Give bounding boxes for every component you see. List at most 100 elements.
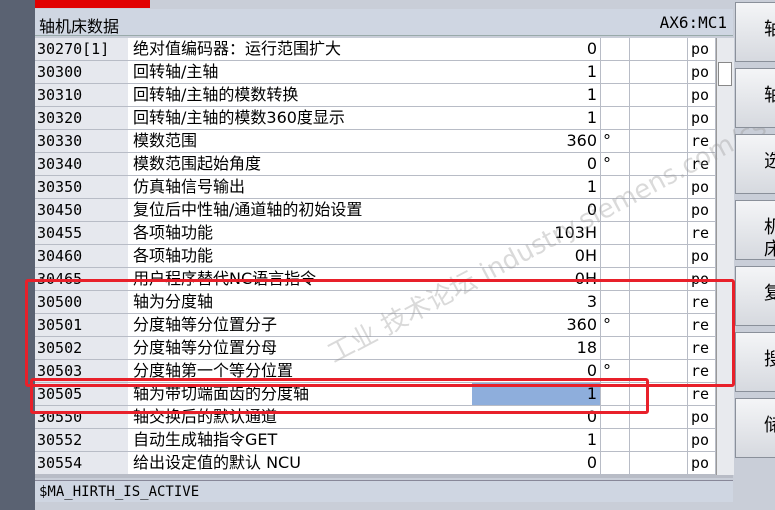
param-type: re bbox=[688, 360, 715, 382]
softkey[interactable]: 复 bbox=[735, 266, 775, 326]
param-id[interactable]: 30501 bbox=[35, 314, 129, 336]
blank bbox=[630, 176, 687, 198]
param-id[interactable]: 30350 bbox=[35, 176, 129, 198]
param-unit bbox=[601, 199, 629, 221]
param-value[interactable]: 3 bbox=[472, 291, 600, 313]
param-value[interactable]: 0 bbox=[472, 38, 600, 60]
param-name[interactable]: 绝对值编码器：运行范围扩大 bbox=[128, 38, 476, 60]
scrollbar[interactable] bbox=[716, 38, 734, 475]
highlight-box bbox=[30, 378, 649, 414]
blank bbox=[630, 84, 687, 106]
param-name[interactable]: 轴为分度轴 bbox=[128, 291, 476, 313]
blank bbox=[630, 130, 687, 152]
param-name[interactable]: 回转轴/主轴的模数360度显示 bbox=[128, 107, 476, 129]
param-id[interactable]: 30502 bbox=[35, 337, 129, 359]
param-id[interactable]: 30460 bbox=[35, 245, 129, 267]
param-id[interactable]: 30554 bbox=[35, 452, 129, 474]
param-unit: ° bbox=[601, 130, 629, 152]
param-id[interactable]: 30552 bbox=[35, 429, 129, 451]
blank bbox=[630, 107, 687, 129]
param-name[interactable]: 各项轴功能 bbox=[128, 222, 476, 244]
param-value[interactable]: 0 bbox=[472, 153, 600, 175]
softkey[interactable]: 机床 bbox=[735, 200, 775, 260]
param-value[interactable]: 0 bbox=[472, 360, 600, 382]
param-value[interactable]: 0 bbox=[472, 452, 600, 474]
param-value[interactable]: 18 bbox=[472, 337, 600, 359]
param-id[interactable]: 30455 bbox=[35, 222, 129, 244]
param-name[interactable]: 分度轴等分位置分母 bbox=[128, 337, 476, 359]
param-value[interactable]: 1 bbox=[472, 61, 600, 83]
param-value[interactable]: 1 bbox=[472, 107, 600, 129]
param-type: re bbox=[688, 291, 715, 313]
blank bbox=[630, 383, 687, 405]
param-name[interactable]: 轴为带切端面齿的分度轴 bbox=[128, 383, 476, 405]
param-id[interactable]: 30310 bbox=[35, 84, 129, 106]
param-name[interactable]: 自动生成轴指令GET bbox=[128, 429, 476, 451]
param-name[interactable]: 分度轴第一个等分位置 bbox=[128, 360, 476, 382]
param-value[interactable]: 1 bbox=[472, 84, 600, 106]
param-id[interactable]: 30450 bbox=[35, 199, 129, 221]
param-id[interactable]: 30270[1] bbox=[35, 38, 129, 60]
param-type: po bbox=[688, 84, 715, 106]
param-name[interactable]: 回转轴/主轴的模数转换 bbox=[128, 84, 476, 106]
param-id[interactable]: 30503 bbox=[35, 360, 129, 382]
param-value[interactable]: 1 bbox=[472, 383, 600, 405]
blank bbox=[630, 153, 687, 175]
blank bbox=[630, 360, 687, 382]
param-name[interactable]: 模数范围 bbox=[128, 130, 476, 152]
param-name[interactable]: 给出设定值的默认 NCU bbox=[128, 452, 476, 474]
param-id[interactable]: 30505 bbox=[35, 383, 129, 405]
param-name[interactable]: 仿真轴信号输出 bbox=[128, 176, 476, 198]
axis-label: AX6:MC1 bbox=[659, 13, 727, 32]
left-edge bbox=[0, 0, 35, 510]
param-type: po bbox=[688, 429, 715, 451]
blank bbox=[630, 429, 687, 451]
param-value[interactable]: 1 bbox=[472, 176, 600, 198]
param-unit bbox=[601, 337, 629, 359]
param-unit bbox=[601, 383, 629, 405]
param-value[interactable]: 360 bbox=[472, 130, 600, 152]
scroll-thumb[interactable] bbox=[718, 62, 732, 86]
param-unit bbox=[601, 245, 629, 267]
param-name[interactable]: 各项轴功能 bbox=[128, 245, 476, 267]
param-value[interactable]: 1 bbox=[472, 429, 600, 451]
blank bbox=[630, 337, 687, 359]
param-type: po bbox=[688, 452, 715, 474]
param-type: po bbox=[688, 406, 715, 428]
softkey[interactable]: 储 bbox=[735, 398, 775, 458]
param-unit bbox=[601, 84, 629, 106]
param-type: po bbox=[688, 61, 715, 83]
param-type: re bbox=[688, 383, 715, 405]
param-name[interactable]: 复位后中性轴/通道轴的初始设置 bbox=[128, 199, 476, 221]
param-name[interactable]: 分度轴等分位置分子 bbox=[128, 314, 476, 336]
param-unit bbox=[601, 61, 629, 83]
param-type: re bbox=[688, 153, 715, 175]
param-value[interactable]: 0H bbox=[472, 245, 600, 267]
softkey[interactable]: 选 bbox=[735, 134, 775, 194]
status-bar: $MA_HIRTH_IS_ACTIVE bbox=[35, 480, 733, 502]
param-name[interactable]: 模数范围起始角度 bbox=[128, 153, 476, 175]
param-unit bbox=[601, 222, 629, 244]
red-mark bbox=[35, 0, 150, 8]
softkey[interactable]: 轴 bbox=[735, 68, 775, 128]
param-type: po bbox=[688, 245, 715, 267]
param-unit bbox=[601, 38, 629, 60]
param-id[interactable]: 30340 bbox=[35, 153, 129, 175]
param-value[interactable]: 0 bbox=[472, 199, 600, 221]
param-value[interactable]: 360 bbox=[472, 314, 600, 336]
param-id[interactable]: 30320 bbox=[35, 107, 129, 129]
param-unit: ° bbox=[601, 314, 629, 336]
param-type: re bbox=[688, 130, 715, 152]
param-id[interactable]: 30330 bbox=[35, 130, 129, 152]
param-id[interactable]: 30500 bbox=[35, 291, 129, 313]
softkey[interactable]: 轴 bbox=[735, 2, 775, 62]
param-name[interactable]: 回转轴/主轴 bbox=[128, 61, 476, 83]
param-unit bbox=[601, 291, 629, 313]
table: 30270[1] 绝对值编码器：运行范围扩大 0 po 30300 回转轴/主轴 1 po 30… bbox=[35, 38, 733, 478]
param-id[interactable]: 30300 bbox=[35, 61, 129, 83]
param-unit bbox=[601, 429, 629, 451]
param-value[interactable]: 103H bbox=[472, 222, 600, 244]
softkey[interactable]: 搜 bbox=[735, 332, 775, 392]
param-type: po bbox=[688, 199, 715, 221]
